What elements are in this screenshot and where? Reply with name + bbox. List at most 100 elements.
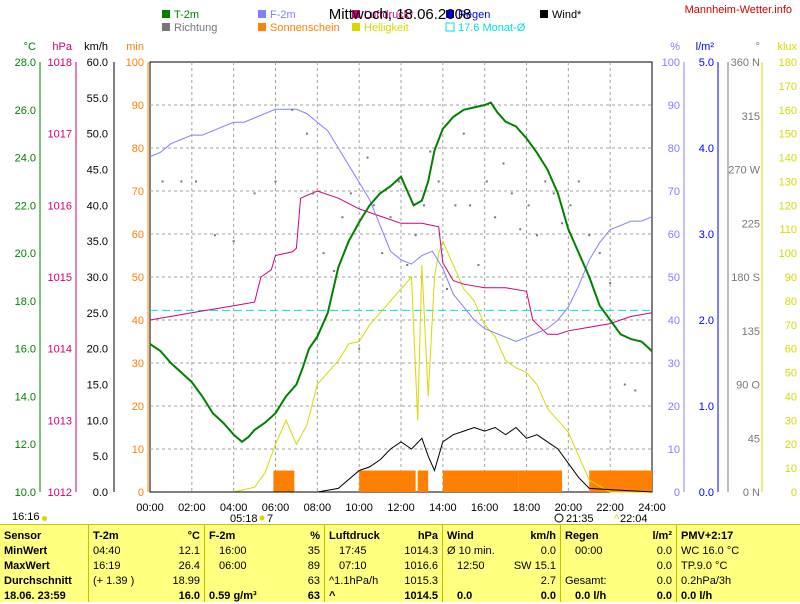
axis-tick-label: 4.0 <box>699 143 714 155</box>
axis-tick-label: 28.0 <box>15 57 36 69</box>
wind-head: Wind <box>447 530 474 542</box>
rain-min: 0.0 <box>656 545 672 557</box>
x-tick-label: 06:00 <box>262 502 290 514</box>
axis-tick-label: 10 <box>785 463 797 475</box>
pmv-press-trend: 0.2hPa/3h <box>681 575 732 587</box>
summary-col-pmv: PMV+2:17 WC 16.0 °C TP.9.0 °C 0.2hPa/3h … <box>677 525 799 602</box>
axis-tick-label: 225 <box>742 218 760 230</box>
direction-point <box>423 204 426 207</box>
legend-swatch <box>258 23 266 31</box>
axis-tick-label: 40 <box>668 315 680 327</box>
press-unit: hPa <box>417 530 438 542</box>
pmv-head: PMV+2:17 <box>681 530 734 542</box>
press-head: Luftdruck <box>329 530 380 542</box>
direction-point <box>485 180 488 183</box>
axis-tick-label: 110 <box>779 224 797 236</box>
legend-swatch <box>352 23 360 31</box>
direction-point <box>372 204 375 207</box>
axis-tick-label: 20 <box>785 439 797 451</box>
axis-tick-label: 16.0 <box>15 344 36 356</box>
rain-unit: l/m² <box>652 530 672 542</box>
axis-tick-label: 14.0 <box>15 391 36 403</box>
axis-tick-label: 50.0 <box>87 129 108 141</box>
axis-tick-label: 90 <box>668 100 680 112</box>
axis-tick-label: 40 <box>785 391 797 403</box>
x-tick-label: 10:00 <box>345 502 373 514</box>
axis-tick-label: 20.0 <box>87 344 108 356</box>
axis-tick-label: 130 <box>779 176 797 188</box>
axis-tick-label: 40 <box>132 315 144 327</box>
axis-tick-label: 270 W <box>728 165 760 177</box>
direction-point <box>535 234 538 237</box>
x-tick-label: 24:00 <box>638 502 666 514</box>
direction-point <box>609 281 612 284</box>
axis-tick-label: 5.0 <box>93 451 108 463</box>
legend-label: 17.6 Monat-Ø <box>458 22 526 34</box>
axis-tick-label: 22.0 <box>15 200 36 212</box>
press-note: ^ <box>329 590 336 602</box>
direction-point <box>519 228 522 231</box>
sunshine-bar <box>442 470 519 492</box>
axis-tick-label: 60 <box>668 229 680 241</box>
legend-swatch <box>446 10 454 18</box>
axis-tick-label: 26.0 <box>15 105 36 117</box>
direction-point <box>552 192 555 195</box>
axis-tick-label: 40.0 <box>87 200 108 212</box>
legend-label: Sonnenschein <box>270 22 340 34</box>
x-tick-label: 00:00 <box>136 502 164 514</box>
moon-icon <box>554 513 564 523</box>
axis-tick-label: 20.0 <box>15 248 36 260</box>
hum-min: 35 <box>307 545 320 557</box>
axis-tick-label: 150 <box>779 129 797 141</box>
axis-tick-label: 50 <box>132 272 144 284</box>
direction-point <box>494 216 497 219</box>
axis-tick-label: 30 <box>785 415 797 427</box>
legend-label: Helligkeit <box>364 22 409 34</box>
direction-point <box>349 192 352 195</box>
axis-tick-label: 2.0 <box>699 315 714 327</box>
direction-point <box>406 264 409 267</box>
site-link[interactable]: Mannheim-Wetter.info <box>684 4 792 16</box>
rain-total-label: Gesamt: <box>565 575 607 587</box>
axis-tick-label: 100 <box>126 57 144 69</box>
direction-point <box>527 204 530 207</box>
direction-point <box>341 216 344 219</box>
direction-point <box>561 222 564 225</box>
axis-tick-label: 45.0 <box>87 165 108 177</box>
direction-point <box>213 234 216 237</box>
summary-col-rain: Regen l/m² 00:00 0.0 0.0 Gesamt: 0.0 0.0 l/… <box>561 525 677 602</box>
direction-point <box>180 180 183 183</box>
axis-tick-label: 50 <box>668 272 680 284</box>
label-sensor: Sensor <box>4 530 42 542</box>
axis-tick-label: 1.0 <box>699 401 714 413</box>
pmv-dewpoint: TP.9.0 °C <box>681 560 728 572</box>
legend-swatch <box>258 10 266 18</box>
series-line-t2m <box>149 101 653 444</box>
rain-max: 0.0 <box>656 560 672 572</box>
wind-now: 0.0 <box>540 545 556 557</box>
axis-unit-label: °C <box>24 41 36 53</box>
axis-tick-label: 30 <box>668 358 680 370</box>
axis-tick-label: 160 <box>779 105 797 117</box>
series-line-wind <box>150 426 653 493</box>
axis-tick-label: 90 <box>132 100 144 112</box>
wind-max-time: 12:50 <box>457 560 485 572</box>
pmv-windchill: WC 16.0 °C <box>681 545 740 557</box>
hum-min-time: 16:00 <box>219 545 247 557</box>
x-tick-label: 08:00 <box>304 502 332 514</box>
direction-point <box>161 180 164 183</box>
axis-tick-label: 100 <box>662 57 680 69</box>
direction-point <box>477 264 480 267</box>
axis-tick-label: 100 <box>779 248 797 260</box>
axis-tick-label: 0 <box>674 487 680 499</box>
sunshine-bar <box>359 470 416 492</box>
sunset-time: 21:35 <box>566 513 594 524</box>
axis-tick-label: 55.0 <box>87 93 108 105</box>
axis-tick-label: 0 N <box>743 487 760 499</box>
axis-unit-label: ° <box>756 41 760 53</box>
legend-label: Regen <box>458 9 490 21</box>
x-tick-label: 02:00 <box>178 502 206 514</box>
axis-tick-label: 18.0 <box>15 296 36 308</box>
direction-point <box>366 156 369 159</box>
legend-swatch <box>445 22 455 32</box>
